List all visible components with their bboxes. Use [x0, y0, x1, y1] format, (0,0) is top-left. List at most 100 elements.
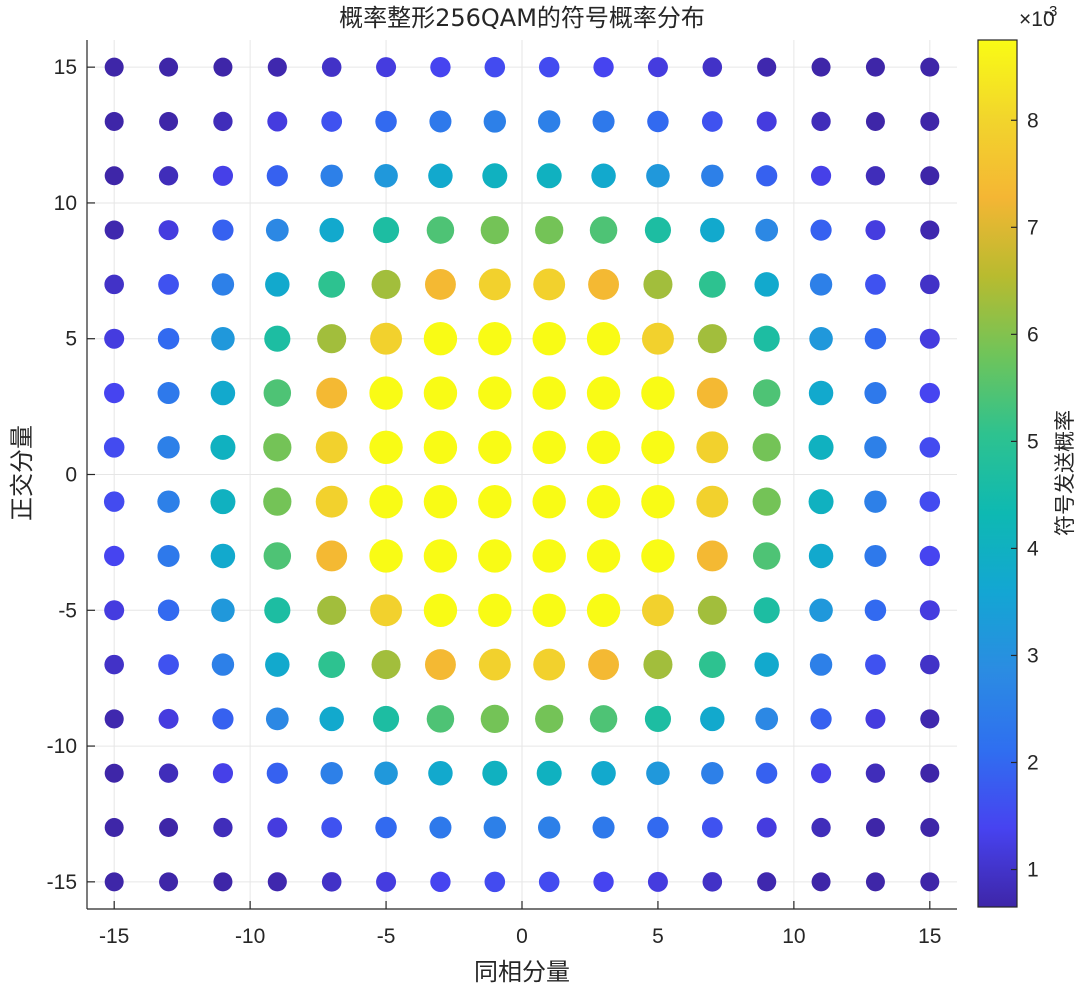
colorbar-exponent: -3: [1044, 3, 1057, 20]
colorbar-tick-label: 7: [1027, 216, 1039, 239]
data-point: [316, 541, 347, 572]
data-point: [105, 818, 124, 837]
data-point: [866, 166, 885, 185]
data-point: [211, 544, 235, 568]
data-point: [535, 705, 563, 733]
data-point: [754, 597, 780, 623]
data-point: [535, 216, 563, 244]
data-point: [211, 327, 235, 351]
data-point: [158, 545, 180, 567]
colorbar-tick-label: 6: [1027, 323, 1039, 346]
data-point: [319, 707, 343, 731]
data-point: [158, 654, 179, 675]
data-point: [539, 872, 560, 893]
data-point: [696, 431, 728, 463]
data-point: [316, 431, 348, 463]
data-point: [322, 57, 342, 77]
colorbar-tick-label: 4: [1027, 537, 1039, 560]
data-point: [105, 112, 124, 131]
data-point: [753, 379, 781, 407]
data-point: [865, 709, 885, 729]
x-axis-label: 同相分量: [474, 958, 570, 986]
data-point: [104, 275, 124, 295]
data-point: [430, 57, 450, 77]
data-point: [159, 764, 178, 783]
data-point: [642, 594, 674, 626]
data-point: [264, 326, 290, 352]
data-point: [104, 491, 125, 512]
data-point: [424, 431, 457, 464]
data-point: [700, 218, 724, 242]
data-point: [757, 111, 777, 131]
data-point: [372, 270, 401, 299]
data-point: [532, 322, 565, 355]
data-point: [320, 762, 342, 784]
data-point: [264, 542, 292, 570]
data-point: [698, 324, 727, 353]
data-point: [213, 872, 232, 891]
data-point: [158, 328, 179, 349]
data-point: [105, 872, 124, 891]
data-point: [267, 165, 288, 186]
data-point: [369, 539, 402, 572]
data-point: [866, 764, 885, 783]
data-point: [373, 706, 399, 732]
data-point: [866, 112, 885, 131]
data-point: [430, 872, 450, 892]
y-tick-label: -15: [47, 871, 77, 894]
data-point: [104, 329, 124, 349]
data-point: [812, 58, 831, 77]
data-point: [105, 166, 124, 185]
data-point: [865, 654, 886, 675]
data-point: [212, 653, 234, 675]
data-point: [811, 112, 830, 131]
x-tick-label: 0: [516, 925, 528, 948]
data-point: [264, 597, 290, 623]
data-point: [428, 164, 452, 188]
data-point: [213, 112, 232, 131]
data-point: [159, 872, 178, 891]
data-point: [811, 166, 831, 186]
data-point: [757, 818, 777, 838]
data-point: [648, 872, 668, 892]
y-tick-label: 10: [54, 192, 77, 215]
data-point: [213, 166, 233, 186]
data-point: [319, 218, 343, 242]
data-point: [532, 376, 565, 409]
colorbar-tick-label: 1: [1027, 859, 1039, 882]
y-tick-label: 15: [54, 56, 77, 79]
data-point: [159, 166, 178, 185]
colorbar-tick-label: 5: [1027, 430, 1039, 453]
data-point: [104, 546, 124, 566]
data-point: [539, 57, 560, 78]
data-point: [920, 58, 939, 77]
data-point: [424, 539, 457, 572]
data-point: [479, 268, 511, 300]
data-point: [532, 485, 565, 518]
data-point: [322, 872, 342, 892]
data-point: [866, 818, 885, 837]
data-point: [425, 649, 456, 680]
data-point: [478, 594, 511, 627]
data-point: [810, 273, 832, 295]
data-point: [211, 381, 235, 405]
data-point: [369, 376, 402, 409]
data-point: [587, 594, 620, 627]
data-point: [157, 490, 179, 512]
data-point: [105, 709, 124, 728]
data-point: [864, 382, 886, 404]
data-point: [641, 376, 674, 409]
data-point: [866, 872, 885, 891]
x-tick-label: -15: [99, 925, 129, 948]
data-point: [920, 329, 940, 349]
data-point: [376, 57, 396, 77]
data-point: [920, 221, 939, 240]
data-point: [317, 596, 346, 625]
data-point: [316, 378, 347, 409]
data-point: [424, 594, 457, 627]
data-point: [532, 539, 565, 572]
data-point: [318, 651, 345, 678]
data-point: [374, 164, 398, 188]
data-point: [484, 110, 506, 132]
data-point: [158, 600, 179, 621]
